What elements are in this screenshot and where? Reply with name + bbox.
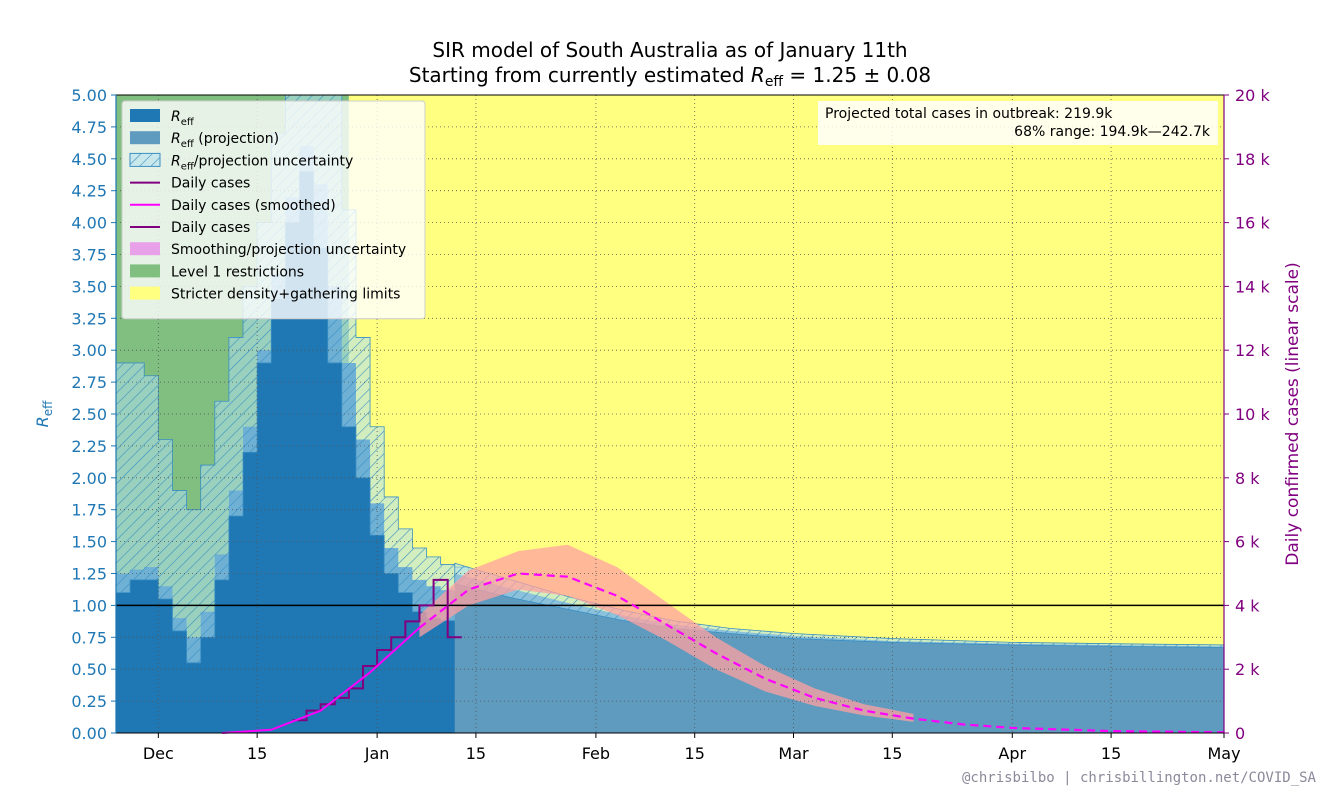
legend-label: Reff (projection) (171, 131, 279, 150)
legend-label: Reff (171, 109, 195, 128)
right-tick-label: 12 k (1235, 341, 1270, 360)
legend-item: Reff/projection uncertainty (129, 152, 353, 172)
left-tick-label: 1.50 (71, 533, 107, 552)
right-tick-label: 8 k (1235, 469, 1260, 488)
left-tick-label: 0.25 (71, 692, 107, 711)
legend-item: Daily cases (smoothed) (130, 198, 336, 214)
info-box-bg (818, 101, 1218, 145)
legend-swatch (130, 109, 160, 122)
x-tick-label: Mar (778, 744, 809, 763)
right-tick-label: 16 k (1235, 214, 1270, 233)
legend-item: Stricter density+gathering limits (130, 286, 400, 303)
smoothed-projection-line (418, 572, 1225, 734)
left-tick-label: 3.00 (71, 341, 107, 360)
left-tick-label: 4.00 (71, 214, 107, 233)
right-tick-label: 14 k (1235, 277, 1270, 296)
legend-swatch (130, 264, 160, 278)
left-tick-label: 4.25 (71, 182, 107, 201)
reff-projection-area (454, 573, 1224, 733)
right-tick-label: 0 (1235, 724, 1245, 743)
x-tick-label: 15 (882, 744, 902, 763)
left-tick-label: 0.75 (71, 628, 107, 647)
left-tick-label: 2.25 (71, 437, 107, 456)
smoothed-cases-line (221, 626, 421, 734)
legend-item: Level 1 restrictions (130, 264, 304, 280)
legend-swatch (130, 286, 160, 300)
legend-label: Daily cases (smoothed) (171, 198, 336, 214)
x-tick-label: Jan (364, 744, 390, 763)
left-tick-label: 4.50 (71, 150, 107, 169)
title-line-2: Starting from currently estimated Reff =… (409, 63, 931, 90)
x-tick-label: Apr (998, 744, 1026, 763)
legend-box (121, 100, 426, 320)
x-tick-label: Feb (582, 744, 610, 763)
legend-label: Daily cases (171, 220, 250, 236)
x-tick-label: 15 (247, 744, 267, 763)
right-tick-label: 10 k (1235, 405, 1270, 424)
smoothing-uncertainty-band (419, 544, 914, 722)
projection-info-box: Projected total cases in outbreak: 219.9… (818, 101, 1218, 145)
legend-swatch (129, 152, 161, 167)
info-line-2: 68% range: 194.9k—242.7k (1014, 124, 1211, 140)
left-tick-label: 5.00 (71, 86, 107, 105)
x-tick-label: Dec (143, 744, 174, 763)
reff-estimate-area (116, 146, 469, 734)
x-tick-label: 15 (685, 744, 705, 763)
left-tick-label: 4.75 (71, 118, 107, 137)
left-tick-label: 1.25 (71, 565, 107, 584)
legend-item: Reff (projection) (130, 131, 279, 150)
legend-item: Daily cases (130, 176, 250, 192)
chart-title: SIR model of South Australia as of Janua… (409, 38, 931, 90)
left-tick-label: 1.00 (71, 596, 107, 615)
legend-item: Smoothing/projection uncertainty (130, 242, 406, 258)
right-tick-label: 18 k (1235, 150, 1270, 169)
left-tick-label: 3.75 (71, 246, 107, 265)
title-line-1: SIR model of South Australia as of Janua… (432, 38, 907, 62)
right-tick-label: 20 k (1235, 86, 1270, 105)
left-tick-label: 0.00 (71, 724, 107, 743)
y-axis-left-label: Reff (33, 400, 55, 428)
right-tick-label: 4 k (1235, 596, 1260, 615)
credit-text: @chrisbilbo | chrisbillington.net/COVID_… (962, 770, 1317, 786)
left-tick-label: 2.50 (71, 405, 107, 424)
left-tick-label: 3.25 (71, 309, 107, 328)
right-tick-label: 2 k (1235, 660, 1260, 679)
x-tick-label: May (1207, 744, 1240, 763)
left-tick-label: 2.00 (71, 469, 107, 488)
x-tick-label: 15 (466, 744, 486, 763)
legend-label: Reff/projection uncertainty (171, 153, 353, 172)
legend-swatch (130, 131, 160, 145)
left-tick-label: 2.75 (71, 373, 107, 392)
right-tick-label: 6 k (1235, 533, 1260, 552)
legend-label: Level 1 restrictions (171, 264, 304, 280)
x-tick-label: 15 (1101, 744, 1121, 763)
legend-label: Smoothing/projection uncertainty (171, 242, 406, 258)
legend-swatch (130, 242, 160, 256)
left-tick-label: 3.50 (71, 277, 107, 296)
info-line-1: Projected total cases in outbreak: 219.9… (825, 106, 1113, 122)
y-axis-right-label: Daily confirmed cases (linear scale) (1283, 262, 1303, 565)
left-tick-label: 0.50 (71, 660, 107, 679)
legend-label: Stricter density+gathering limits (171, 287, 400, 303)
legend-item: Reff (130, 109, 195, 128)
legend-item: Daily cases (130, 220, 250, 236)
daily-cases-line (292, 578, 462, 722)
left-tick-label: 1.75 (71, 501, 107, 520)
legend-label: Daily cases (171, 176, 250, 192)
